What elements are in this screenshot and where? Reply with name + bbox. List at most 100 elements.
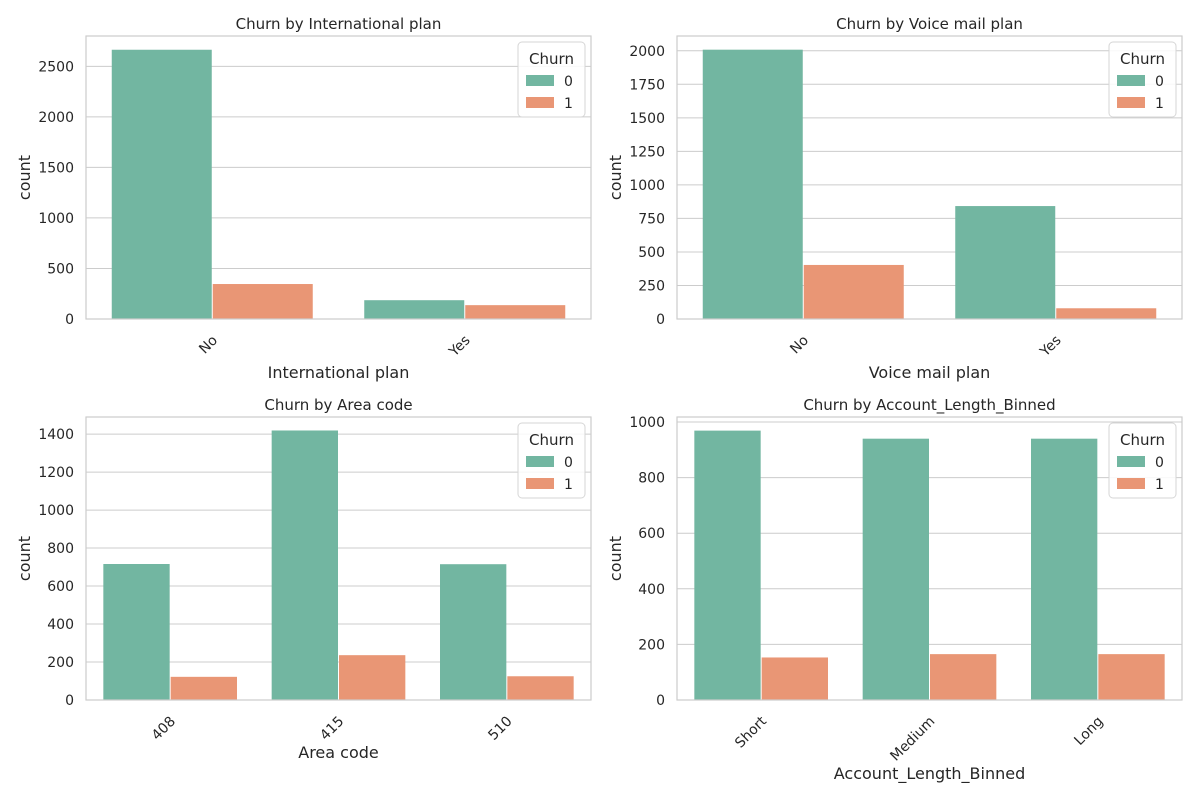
chart-title: Churn by Area code — [264, 396, 412, 414]
y-tick-label: 0 — [65, 693, 74, 709]
legend-entry: 1 — [1155, 477, 1164, 493]
legend-entry: 1 — [1155, 96, 1164, 112]
legend: Churn 0 1 — [1108, 422, 1177, 499]
y-tick-label: 500 — [638, 245, 665, 261]
x-tick-label: 510 — [485, 714, 515, 744]
legend-entry: 0 — [1155, 74, 1164, 90]
y-tick-label: 1000 — [629, 415, 665, 431]
chart-title: Churn by Account_Length_Binned — [803, 396, 1055, 415]
legend-swatch-0 — [526, 456, 554, 467]
x-tick-label: No — [787, 333, 812, 358]
chart-panel-1: 0 500 1000 1500 2000 2500 No Yes Churn by Intern… — [15, 15, 592, 382]
y-tick-label: 250 — [638, 278, 665, 294]
y-tick-label: 750 — [638, 211, 665, 227]
bar-short-churn-0 — [694, 430, 761, 700]
y-tick-label: 800 — [47, 541, 74, 557]
bar-long-churn-1 — [1098, 654, 1165, 700]
bar-medium-churn-1 — [930, 654, 997, 700]
legend-swatch-1 — [1117, 97, 1145, 108]
legend-swatch-0 — [1117, 75, 1145, 86]
legend: Churn 0 1 — [517, 41, 586, 118]
axes-frame — [85, 416, 592, 701]
legend-swatch-0 — [526, 75, 554, 86]
axes-frame — [676, 416, 1183, 701]
y-axis-label: count — [15, 155, 34, 200]
bar-415-churn-1 — [339, 655, 406, 700]
x-tick-label: Medium — [887, 714, 938, 765]
bar-510-churn-1 — [507, 676, 574, 700]
bar-medium-churn-0 — [862, 438, 929, 700]
bar-no-churn-1 — [803, 264, 904, 319]
y-tick-label: 1000 — [38, 211, 74, 227]
x-tick-label: No — [196, 333, 221, 358]
chart-panel-3: 0 200 400 600 800 1000 1200 1400 408 415 510 Churn … — [15, 396, 592, 762]
chart-panel-2: 0 250 500 750 1000 1250 1500 1750 2000 No Yes Churn… — [606, 15, 1183, 382]
y-tick-label: 1400 — [38, 427, 74, 443]
x-axis-label: International plan — [268, 363, 410, 382]
y-tick-label: 200 — [638, 637, 665, 653]
chart-title: Churn by International plan — [236, 15, 442, 33]
x-tick-label: Long — [1071, 714, 1106, 749]
bar-408-churn-0 — [103, 564, 170, 700]
y-tick-label: 600 — [47, 579, 74, 595]
y-tick-label: 600 — [638, 526, 665, 542]
bar-408-churn-1 — [170, 676, 237, 700]
y-tick-label: 200 — [47, 655, 74, 671]
x-tick-label: Yes — [1037, 333, 1065, 361]
legend-entry: 0 — [1155, 455, 1164, 471]
y-tick-label: 1500 — [38, 160, 74, 176]
y-axis-label: count — [15, 536, 34, 581]
y-tick-label: 0 — [656, 693, 665, 709]
y-tick-label: 2500 — [38, 59, 74, 75]
legend-entry: 1 — [564, 477, 573, 493]
bar-yes-churn-1 — [465, 305, 566, 319]
y-tick-label: 1250 — [629, 144, 665, 160]
y-tick-label: 1500 — [629, 111, 665, 127]
bar-no-churn-0 — [702, 49, 803, 319]
y-tick-label: 500 — [47, 261, 74, 277]
bar-no-churn-0 — [111, 49, 212, 319]
y-tick-label: 400 — [47, 617, 74, 633]
legend-swatch-1 — [526, 478, 554, 489]
legend-swatch-0 — [1117, 456, 1145, 467]
legend: Churn 0 1 — [517, 422, 586, 499]
y-tick-label: 400 — [638, 582, 665, 598]
bar-415-churn-0 — [271, 430, 338, 700]
bar-yes-churn-1 — [1056, 308, 1157, 319]
y-tick-label: 1000 — [629, 178, 665, 194]
y-axis-label: count — [606, 536, 625, 581]
y-tick-label: 0 — [65, 312, 74, 328]
legend-title: Churn — [1120, 431, 1165, 449]
y-tick-label: 1000 — [38, 503, 74, 519]
y-tick-label: 1200 — [38, 465, 74, 481]
x-tick-label: Yes — [446, 333, 474, 361]
axes-frame — [676, 35, 1183, 320]
x-tick-label: 415 — [317, 714, 347, 744]
x-axis-label: Voice mail plan — [869, 363, 991, 382]
y-tick-label: 0 — [656, 312, 665, 328]
legend-title: Churn — [529, 50, 574, 68]
legend-entry: 0 — [564, 455, 573, 471]
x-tick-label: Short — [732, 713, 770, 751]
y-tick-label: 1750 — [629, 77, 665, 93]
legend-entry: 0 — [564, 74, 573, 90]
legend-entry: 1 — [564, 96, 573, 112]
y-tick-label: 2000 — [38, 110, 74, 126]
y-tick-label: 800 — [638, 471, 665, 487]
legend-title: Churn — [529, 431, 574, 449]
y-tick-label: 2000 — [629, 44, 665, 60]
x-axis-label: Account_Length_Binned — [834, 764, 1026, 784]
bar-short-churn-1 — [761, 657, 828, 700]
legend: Churn 0 1 — [1108, 41, 1177, 118]
axes-frame — [85, 35, 592, 320]
bar-no-churn-1 — [212, 284, 313, 319]
legend-swatch-1 — [526, 97, 554, 108]
chart-panel-4: 0 200 400 600 800 1000 Short Medium Long Churn by… — [606, 396, 1183, 784]
bar-510-churn-0 — [440, 564, 507, 700]
x-tick-label: 408 — [149, 714, 179, 744]
bar-long-churn-0 — [1031, 438, 1098, 700]
legend-swatch-1 — [1117, 478, 1145, 489]
legend-title: Churn — [1120, 50, 1165, 68]
x-axis-label: Area code — [298, 743, 379, 762]
